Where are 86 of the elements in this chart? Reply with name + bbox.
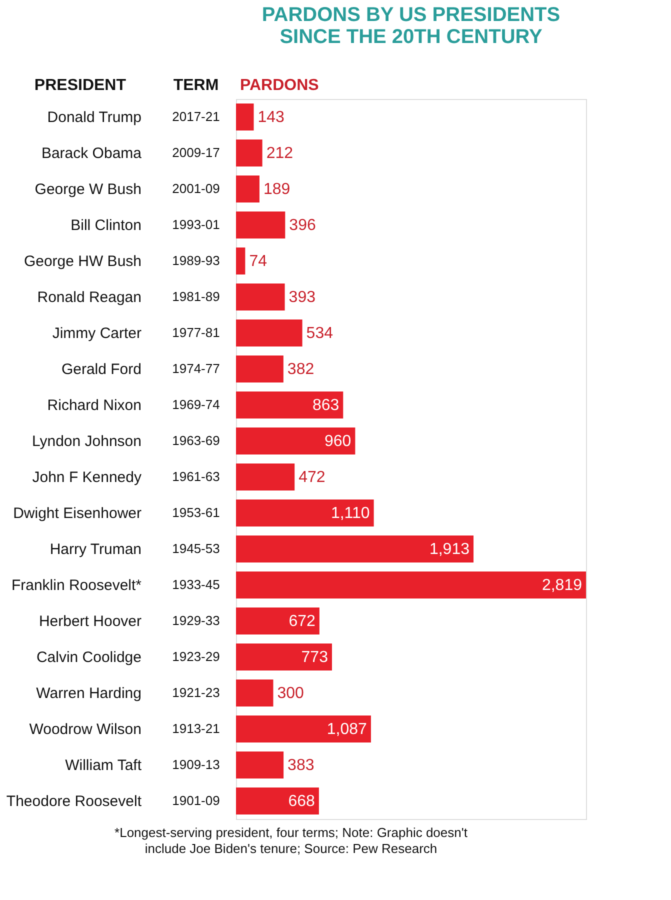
y-tick-label: Richard Nixon: [47, 397, 142, 414]
data-label: 189: [263, 181, 290, 198]
bar: [236, 680, 274, 706]
bar: [236, 356, 284, 382]
bar: [236, 284, 285, 310]
data-label: 382: [287, 361, 314, 378]
bar: [236, 788, 319, 814]
text: 1953-61: [172, 505, 220, 520]
text: 1913-21: [172, 721, 220, 736]
bar: [236, 104, 254, 130]
data-label: 668: [288, 793, 316, 810]
text: *Longest-serving president, four terms; Note: Graphic doesn't include Joe Biden's tenure; Source: Pew Research: [114, 825, 468, 856]
data-label: 472: [298, 469, 326, 486]
text: 1993-01: [172, 217, 220, 232]
data-label: 212: [266, 145, 294, 162]
bar: [236, 464, 295, 490]
text: 1989-93: [172, 253, 220, 268]
data-label: 300: [277, 685, 304, 702]
y-tick-label: John F Kennedy: [32, 469, 142, 486]
text: 1969-74: [172, 397, 220, 412]
bar: [236, 248, 246, 274]
bar: [236, 320, 302, 346]
y-tick-label: Barack Obama: [41, 145, 142, 162]
bar: [236, 428, 356, 454]
data-label: 383: [288, 757, 314, 774]
data-label: 863: [312, 397, 340, 414]
bar: [236, 140, 262, 166]
text: 1909-13: [172, 757, 220, 772]
text: 1923-29: [172, 649, 220, 664]
data-label: 672: [288, 613, 316, 630]
y-tick-label: Gerald Ford: [61, 361, 142, 378]
x-axis-title: PARDONS: [240, 77, 320, 94]
text: 1901-09: [172, 793, 220, 808]
y-tick-label: Lyndon Johnson: [32, 433, 142, 450]
text: 1945-53: [172, 541, 220, 556]
data-label: 143: [258, 109, 285, 126]
text: 1921-23: [172, 685, 220, 700]
text: 2001-09: [172, 181, 220, 196]
data-label: 393: [288, 289, 316, 306]
y-tick-label: Donald Trump: [47, 109, 142, 126]
data-label: 1,110: [330, 505, 370, 522]
y-tick-label: Woodrow Wilson: [29, 721, 142, 738]
bar: [236, 752, 284, 778]
y-tick-label: George W Bush: [34, 181, 142, 198]
y-tick-label: Franklin Roosevelt*: [11, 577, 142, 594]
data-label: 1,913: [429, 541, 470, 558]
bar: [236, 176, 260, 202]
text: PARDONS BY US PRESIDENTS: [262, 4, 560, 26]
text: 1933-45: [172, 577, 220, 592]
data-label: 2,819: [542, 577, 582, 594]
text: SINCE THE 20TH CENTURY: [280, 26, 542, 48]
bar: [236, 608, 320, 634]
data-label: 960: [324, 433, 352, 450]
y-tick-label: Harry Truman: [50, 541, 142, 558]
bar: [236, 572, 586, 598]
bar: [236, 716, 371, 742]
data-label: 534: [306, 325, 334, 342]
text: 2017-21: [172, 109, 220, 124]
y-tick-label: Warren Harding: [36, 685, 142, 702]
bar: [236, 392, 344, 418]
y-tick-label: Dwight Eisenhower: [13, 505, 142, 522]
bar: [236, 644, 332, 670]
data-label: 773: [301, 649, 328, 666]
text: 1977-81: [172, 325, 220, 340]
text: TERM: [173, 77, 219, 94]
y-tick-label: Herbert Hoover: [38, 613, 142, 630]
text: 1981-89: [172, 289, 220, 304]
text: 2009-17: [172, 145, 220, 160]
data-label: 74: [249, 253, 268, 270]
text: 1929-33: [172, 613, 220, 628]
y-tick-label: William Taft: [65, 757, 142, 774]
text: 1961-63: [172, 469, 220, 484]
y-tick-label: Bill Clinton: [70, 217, 142, 234]
y-tick-label: Ronald Reagan: [37, 289, 142, 306]
text: 1963-69: [172, 433, 220, 448]
y-tick-label: Jimmy Carter: [52, 325, 142, 342]
bar: [236, 212, 286, 238]
text: 1974-77: [172, 361, 220, 376]
y-tick-label: Theodore Roosevelt: [6, 793, 142, 810]
y-axis-title: PRESIDENT: [34, 77, 126, 94]
data-label: 396: [289, 217, 316, 234]
bar: [236, 536, 474, 562]
y-tick-label: Calvin Coolidge: [36, 649, 142, 666]
bar: [236, 500, 374, 526]
y-tick-label: George HW Bush: [24, 253, 142, 270]
data-label: 1,087: [326, 721, 368, 738]
